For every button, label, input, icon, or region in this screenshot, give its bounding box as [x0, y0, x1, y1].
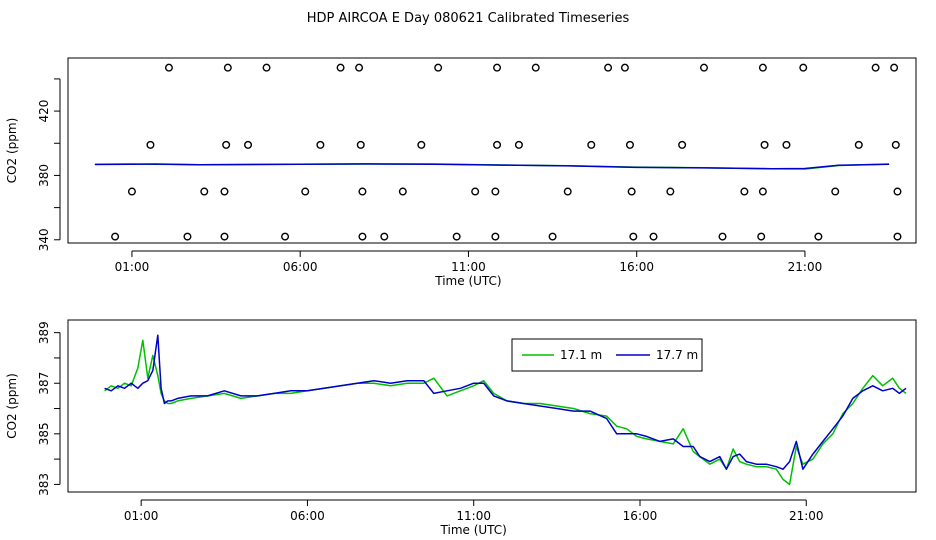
data-point	[625, 140, 634, 149]
data-point	[434, 63, 443, 72]
data-point	[740, 187, 749, 196]
data-point	[700, 63, 709, 72]
y-tick-label: 385	[37, 422, 51, 445]
data-point	[164, 63, 173, 72]
data-point	[183, 232, 192, 241]
data-point	[893, 187, 902, 196]
data-point	[111, 232, 120, 241]
data-point	[452, 232, 461, 241]
data-point	[649, 232, 658, 241]
y-tick-label: 340	[37, 228, 51, 251]
data-point	[471, 187, 480, 196]
data-point	[758, 63, 767, 72]
plot-frame	[67, 57, 917, 244]
legend-label: 17.1 m	[560, 348, 602, 362]
y-tick-label: 383	[37, 473, 51, 496]
series-line	[94, 163, 890, 170]
x-axis-label: Time (UTC)	[434, 274, 501, 288]
data-point	[223, 63, 232, 72]
data-point	[890, 63, 899, 72]
data-point	[398, 187, 407, 196]
data-point	[356, 140, 365, 149]
x-tick-label: 01:00	[115, 260, 150, 274]
data-point	[301, 187, 310, 196]
x-tick-label: 16:00	[619, 260, 654, 274]
data-point	[531, 63, 540, 72]
data-point	[678, 140, 687, 149]
y-tick-label: 380	[37, 164, 51, 187]
data-point	[587, 140, 596, 149]
data-point	[666, 187, 675, 196]
data-point	[493, 63, 502, 72]
data-point	[782, 140, 791, 149]
data-point	[491, 232, 500, 241]
data-point	[200, 187, 209, 196]
data-point	[604, 63, 613, 72]
data-point	[891, 140, 900, 149]
data-point	[627, 187, 636, 196]
data-point	[281, 232, 290, 241]
data-point	[417, 140, 426, 149]
data-point	[358, 187, 367, 196]
x-tick-label: 11:00	[456, 509, 491, 523]
data-point	[893, 232, 902, 241]
data-point	[831, 187, 840, 196]
series-line	[104, 334, 907, 470]
data-point	[316, 140, 325, 149]
x-tick-label: 21:00	[789, 509, 824, 523]
x-axis-label: Time (UTC)	[440, 523, 507, 537]
data-point	[620, 63, 629, 72]
data-point	[491, 187, 500, 196]
data-point	[514, 140, 523, 149]
data-point	[220, 187, 229, 196]
x-tick-label: 11:00	[451, 260, 486, 274]
data-point	[563, 187, 572, 196]
data-point	[799, 63, 808, 72]
data-point	[244, 140, 253, 149]
y-tick-label: 389	[37, 321, 51, 344]
x-tick-label: 21:00	[788, 260, 823, 274]
x-tick-label: 16:00	[623, 509, 658, 523]
data-point	[758, 187, 767, 196]
data-point	[355, 63, 364, 72]
data-point	[854, 140, 863, 149]
data-point	[262, 63, 271, 72]
legend: 17.1 m 17.7 m	[511, 338, 703, 372]
data-point	[548, 232, 557, 241]
y-axis-label: CO2 (ppm)	[5, 373, 19, 439]
data-point	[127, 187, 136, 196]
data-point	[718, 232, 727, 241]
data-point	[757, 232, 766, 241]
data-point	[380, 232, 389, 241]
data-point	[222, 140, 231, 149]
line-panel: 01:00 06:00 11:00 16:00 21:00 Time (UTC) 383 38…	[5, 319, 917, 537]
scatter-panel: 01:00 06:00 11:00 16:00 21:00 Time (UTC) 340 38…	[5, 57, 917, 288]
data-point	[814, 232, 823, 241]
y-tick-label: 420	[37, 100, 51, 123]
data-point	[493, 140, 502, 149]
data-point	[146, 140, 155, 149]
series-line	[104, 339, 907, 486]
data-point	[336, 63, 345, 72]
data-point	[220, 232, 229, 241]
data-point	[629, 232, 638, 241]
data-point	[760, 140, 769, 149]
figure-title: HDP AIRCOA E Day 080621 Calibrated Times…	[307, 11, 630, 26]
y-axis-label: CO2 (ppm)	[5, 118, 19, 184]
data-point	[358, 232, 367, 241]
x-tick-label: 06:00	[283, 260, 318, 274]
x-tick-label: 01:00	[124, 509, 159, 523]
data-point	[871, 63, 880, 72]
x-tick-label: 06:00	[290, 509, 325, 523]
legend-label: 17.7 m	[656, 348, 698, 362]
plot-frame	[67, 319, 917, 493]
y-tick-label: 387	[37, 372, 51, 395]
